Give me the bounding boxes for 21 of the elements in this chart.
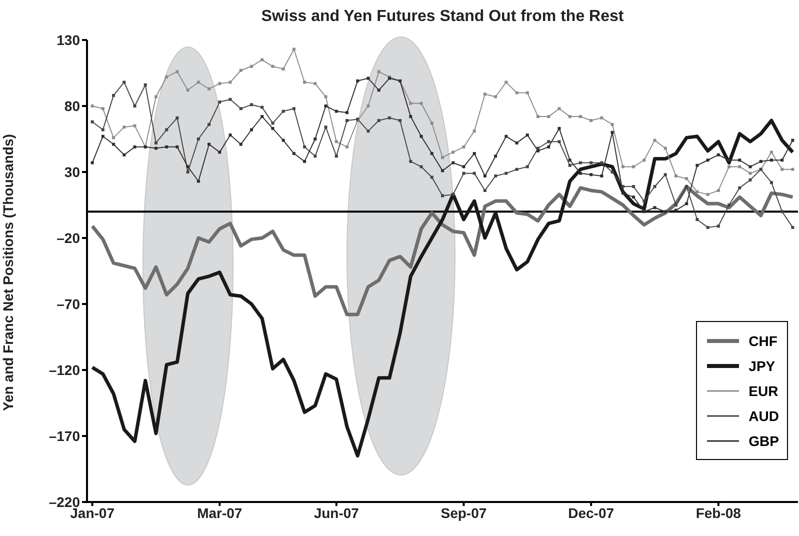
y-axis-title: Yen and Franc Net Positions (Thousands) (0, 134, 16, 411)
x-tick-label: Mar-07 (197, 504, 242, 521)
legend-label: GBP (748, 432, 779, 448)
x-tick-label: Sep-07 (440, 504, 487, 521)
y-tick-label: –120 (48, 362, 80, 378)
y-tick-label: –20 (56, 230, 80, 246)
chart-title: Swiss and Yen Futures Stand Out from the Rest (260, 8, 625, 26)
legend-label: JPY (748, 358, 776, 374)
legend-label: EUR (748, 382, 778, 398)
x-tick-label: Dec-07 (568, 504, 614, 521)
y-tick-label: 130 (56, 32, 80, 48)
legend-label: CHF (748, 332, 778, 348)
x-tick-label: Jun-07 (314, 504, 360, 521)
line-series (90, 118, 794, 458)
y-tick-label: 30 (64, 164, 80, 180)
line-series (90, 184, 794, 316)
legend-label: AUD (748, 408, 779, 424)
x-tick-label: Feb-08 (696, 504, 742, 521)
y-tick-label: 80 (64, 98, 80, 114)
y-tick-label: –70 (56, 296, 80, 312)
y-tick-label: –170 (48, 428, 80, 444)
